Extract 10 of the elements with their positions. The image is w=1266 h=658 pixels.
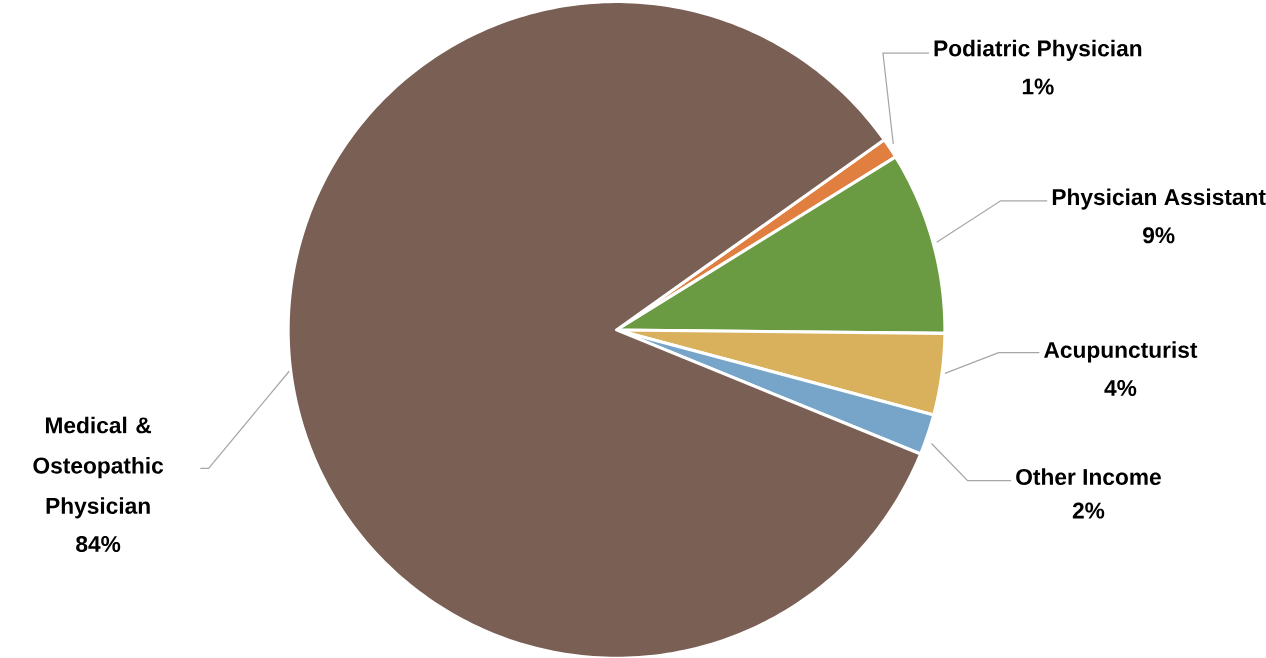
data-label: 84%: [76, 535, 121, 552]
slice-label: Podiatric Physician: [934, 39, 1142, 61]
slice-label: Other Income: [1016, 468, 1161, 485]
slice-label: Medical & Osteopathic Physician: [33, 416, 164, 519]
data-label: 9%: [1143, 227, 1175, 244]
data-label: 1%: [1022, 78, 1054, 95]
slice-label: Acupuncturist: [1044, 341, 1198, 363]
data-label: 2%: [1072, 502, 1105, 519]
slice-label: Physician Assistant: [1052, 188, 1266, 210]
data-label: 4%: [1104, 379, 1137, 396]
